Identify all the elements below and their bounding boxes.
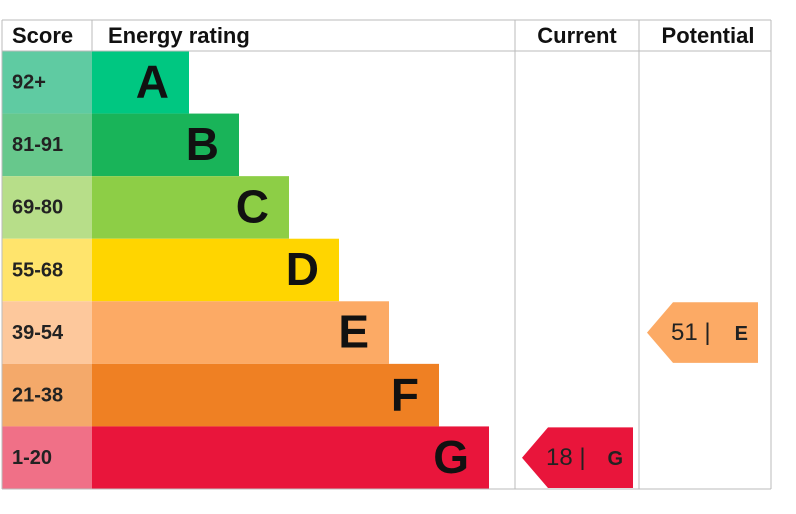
score-cell <box>2 238 92 302</box>
header-energy: Energy rating <box>108 23 250 48</box>
rating-bar <box>92 363 439 427</box>
rating-bar <box>92 301 389 364</box>
rating-letter: D <box>286 243 319 295</box>
rating-letter: A <box>136 55 169 107</box>
rating-bar <box>92 238 339 302</box>
score-label: 69-80 <box>12 197 63 219</box>
score-cell <box>2 426 92 489</box>
rating-letter: C <box>236 181 269 233</box>
score-cell <box>2 176 92 239</box>
rating-letter: B <box>186 118 219 170</box>
rating-bar <box>92 176 289 239</box>
score-label: 21-38 <box>12 384 63 406</box>
current-letter: G <box>607 448 623 470</box>
score-cell <box>2 51 92 114</box>
rating-bar <box>92 51 189 114</box>
potential-arrow <box>647 302 758 363</box>
score-cell <box>2 301 92 364</box>
rating-letter: G <box>433 431 469 483</box>
rating-bar <box>92 113 239 177</box>
score-label: 39-54 <box>12 322 64 344</box>
current-arrow <box>522 427 633 488</box>
score-cell <box>2 363 92 427</box>
header-potential: Potential <box>662 23 755 48</box>
potential-value: 51 | <box>671 319 711 346</box>
current-value: 18 | <box>546 444 586 471</box>
header-current: Current <box>537 23 617 48</box>
score-label: 92+ <box>12 72 46 94</box>
score-label: 1-20 <box>12 447 52 469</box>
rating-bar <box>92 426 489 489</box>
rating-letter: F <box>391 368 419 420</box>
score-label: 55-68 <box>12 259 63 281</box>
rating-letter: E <box>338 306 369 358</box>
score-label: 81-91 <box>12 134 63 156</box>
score-cell <box>2 113 92 177</box>
header-score: Score <box>12 23 73 48</box>
potential-letter: E <box>735 323 748 345</box>
